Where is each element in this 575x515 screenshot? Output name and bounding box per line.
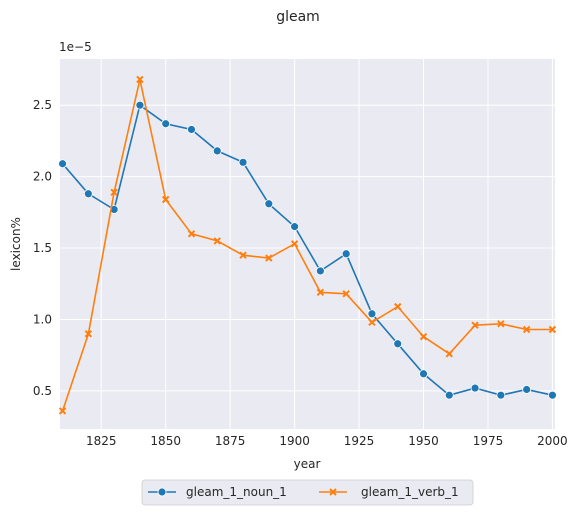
axis-ticks: 1825 1850 1875 1900 1925 1950 1975 2000 0.5 1.0 1.…: [33, 98, 568, 448]
x-tick-label: 2000: [537, 434, 568, 448]
data-point: [497, 320, 505, 328]
data-point: [471, 321, 479, 329]
x-tick-label: 1925: [344, 434, 375, 448]
x-tick-label: 1825: [86, 434, 117, 448]
data-point: [136, 75, 144, 84]
x-axis-label: year: [294, 457, 321, 471]
data-point: [84, 330, 93, 338]
data-point: [58, 407, 67, 415]
y-tick-label: 1.5: [33, 241, 52, 255]
y-offset-label: 1e−5: [59, 40, 92, 54]
data-point: [58, 159, 67, 169]
series-line-0: [61, 103, 553, 397]
data-point: [522, 325, 531, 334]
data-point: [161, 119, 171, 129]
data-point: [290, 222, 300, 232]
data-point: [135, 100, 145, 110]
legend-label-verb: gleam_1_verb_1: [361, 485, 459, 499]
data-point: [187, 230, 196, 238]
x-tick-label: 1975: [473, 434, 504, 448]
grid: [60, 59, 555, 429]
data-point: [367, 309, 377, 319]
x-tick-label: 1875: [215, 434, 246, 448]
x-tick-label: 1850: [150, 434, 181, 448]
plot-area: [60, 59, 555, 429]
data-point: [393, 339, 403, 349]
data-point: [368, 318, 376, 327]
data-point: [212, 146, 222, 156]
x-tick-label: 1950: [408, 434, 439, 448]
data-point: [445, 350, 454, 358]
data-point: [161, 195, 170, 204]
data-point: [265, 254, 273, 262]
data-point: [238, 157, 248, 167]
data-point: [444, 390, 454, 400]
data-point: [213, 237, 221, 245]
data-point: [496, 390, 506, 400]
x-tick-label: 1900: [279, 434, 310, 448]
legend-marker-noun: [157, 487, 167, 497]
data-point: [419, 332, 428, 341]
chart-title: gleam: [276, 9, 320, 25]
y-tick-label: 2.0: [33, 170, 52, 184]
y-axis-label: lexicon%: [9, 217, 23, 271]
legend-box: [141, 479, 474, 506]
data-point: [316, 288, 325, 297]
data-point: [264, 199, 274, 209]
y-tick-label: 2.5: [33, 98, 52, 112]
data-point: [315, 266, 325, 276]
data-point: [83, 189, 93, 199]
y-tick-label: 0.5: [33, 384, 52, 398]
series-line-1: [61, 79, 553, 412]
data-point: [341, 249, 351, 259]
legend-label-noun: gleam_1_noun_1: [186, 485, 287, 499]
y-tick-label: 1.0: [33, 312, 52, 326]
legend: gleam_1_noun_1 gleam_1_verb_1: [141, 479, 474, 506]
data-point: [394, 302, 402, 311]
data-point: [548, 390, 557, 400]
data-point: [187, 125, 196, 134]
series-layer: [58, 75, 557, 415]
data-point: [419, 369, 428, 379]
data-point: [239, 251, 247, 259]
data-point: [110, 188, 118, 197]
legend-marker-verb: [329, 488, 337, 496]
data-point: [342, 290, 350, 298]
data-point: [290, 240, 299, 248]
data-point: [522, 385, 532, 394]
data-point: [548, 325, 557, 334]
data-point: [470, 383, 480, 393]
